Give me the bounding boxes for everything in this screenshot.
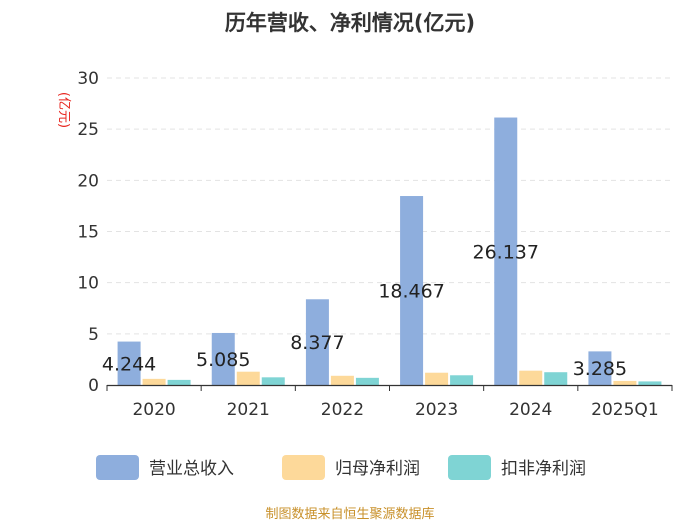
bar (261, 377, 285, 385)
y-tick-label: 10 (77, 274, 99, 294)
bars (117, 117, 662, 385)
bar (450, 375, 474, 385)
legend-label: 扣非净利润 (501, 459, 586, 479)
data-label: 4.244 (102, 353, 156, 375)
bar (211, 332, 235, 385)
bar (142, 378, 166, 385)
bar (425, 372, 449, 385)
data-label: 18.467 (378, 281, 444, 303)
data-label: 26.137 (473, 241, 539, 263)
bar (638, 381, 662, 385)
y-tick-label: 25 (77, 120, 99, 140)
bar (494, 117, 518, 385)
y-tick-label: 0 (88, 376, 99, 396)
x-tick-label: 2023 (415, 400, 458, 420)
bar (305, 299, 329, 385)
data-label: 3.285 (573, 358, 627, 380)
y-axis-unit: (亿元) (56, 92, 71, 128)
x-tick-label: 2025Q1 (591, 400, 658, 420)
y-tick-label: 20 (77, 171, 99, 191)
data-label: 5.085 (196, 349, 250, 371)
x-tick-label: 2024 (509, 400, 552, 420)
source-note: 制图数据来自恒生聚源数据库 (265, 506, 434, 522)
y-tick-label: 15 (77, 223, 99, 243)
legend-swatch (96, 455, 139, 480)
data-label: 8.377 (290, 332, 344, 354)
data-labels: 4.244 5.085 8.377 18.467 26.137 3.285 (102, 241, 627, 380)
grid (107, 77, 672, 335)
x-tick-label: 2020 (132, 400, 175, 420)
bar (167, 379, 191, 385)
legend-label: 营业总收入 (149, 459, 234, 479)
bar (236, 371, 260, 385)
chart-title: 历年营收、净利情况(亿元) (225, 11, 475, 35)
legend-swatch (448, 455, 491, 480)
legend-label: 归母净利润 (335, 459, 420, 479)
bar (519, 370, 543, 385)
legend-swatch (282, 455, 325, 480)
bar (355, 377, 379, 385)
x-tick-label: 2021 (227, 400, 270, 420)
y-axis-ticks: 0 5 10 15 20 25 30 (77, 69, 99, 396)
bar (117, 341, 141, 385)
x-axis: 2020 2021 2022 2023 2024 2025Q1 (106, 384, 673, 420)
bar (330, 375, 354, 385)
bar (588, 351, 612, 385)
bar (613, 380, 637, 385)
y-tick-label: 30 (77, 69, 99, 89)
x-tick-label: 2022 (321, 400, 364, 420)
bar (400, 196, 424, 385)
bar (544, 372, 568, 385)
y-tick-label: 5 (88, 325, 99, 345)
legend: 营业总收入 归母净利润 扣非净利润 (96, 455, 586, 480)
